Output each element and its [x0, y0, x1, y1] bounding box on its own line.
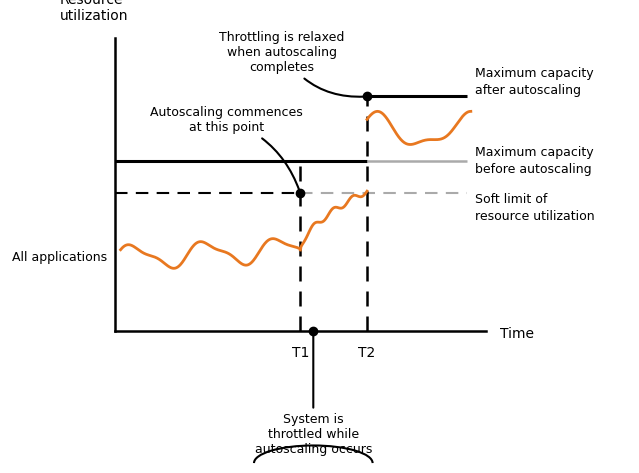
Text: Soft limit of
resource utilization: Soft limit of resource utilization: [475, 193, 594, 223]
Text: Autoscaling commences
at this point: Autoscaling commences at this point: [150, 106, 303, 191]
Text: Throttling is relaxed
when autoscaling
completes: Throttling is relaxed when autoscaling c…: [219, 31, 364, 97]
Text: System is
throttled while
autoscaling occurs: System is throttled while autoscaling oc…: [254, 334, 372, 456]
Text: T1: T1: [291, 346, 309, 360]
Text: Resource
utilization: Resource utilization: [59, 0, 128, 23]
Text: Time: Time: [500, 327, 534, 341]
Text: Maximum capacity
before autoscaling: Maximum capacity before autoscaling: [475, 146, 593, 176]
Text: T2: T2: [358, 346, 376, 360]
Text: Maximum capacity
after autoscaling: Maximum capacity after autoscaling: [475, 67, 593, 97]
Text: All applications: All applications: [13, 251, 107, 264]
